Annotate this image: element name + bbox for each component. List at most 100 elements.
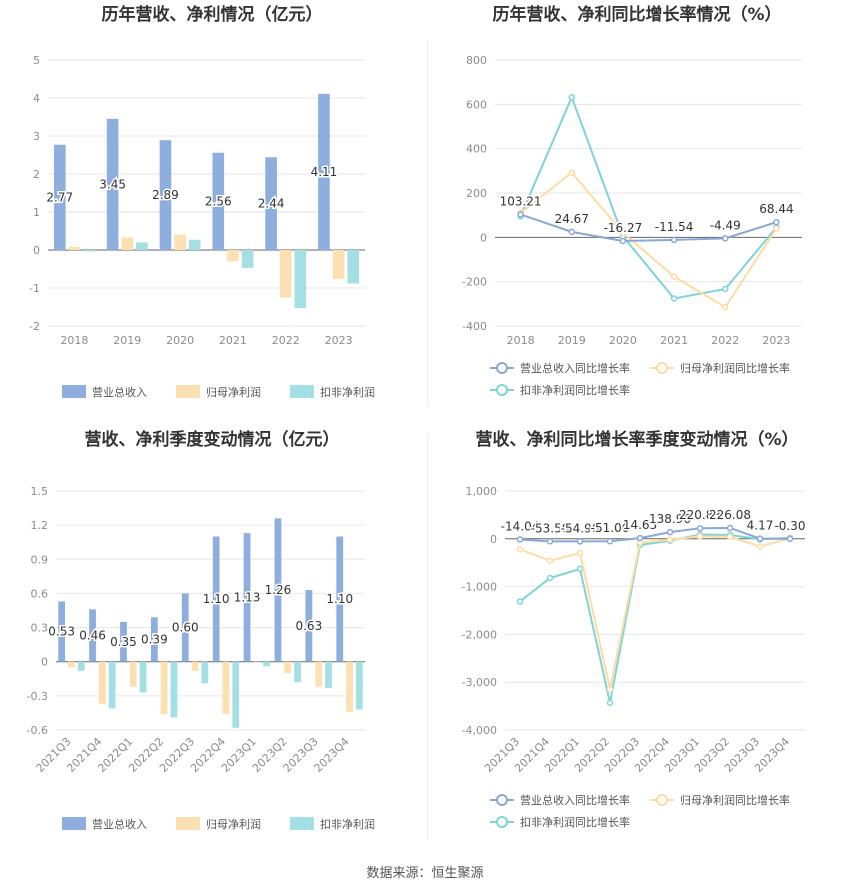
series-line-parent-profit <box>519 535 791 690</box>
bar-revenue <box>243 533 251 662</box>
series-point <box>722 285 729 293</box>
chart-title: 营收、净利季度变动情况（亿元） <box>85 429 340 450</box>
chart-title: 历年营收、净利情况（亿元） <box>102 4 323 25</box>
legend-label: 营业总收入 <box>92 817 147 831</box>
series-point <box>722 303 729 311</box>
legend-marker <box>496 384 508 396</box>
legend-label: 归母净利润同比增长率 <box>680 361 790 375</box>
bar-value-label: 1.10 <box>203 592 230 606</box>
point-value-label: -11.54 <box>655 220 694 234</box>
series-point <box>670 273 678 280</box>
y-tick-label: 5 <box>33 54 40 67</box>
y-tick-label: -2 <box>29 320 40 333</box>
x-tick-label: 2023 <box>325 334 353 347</box>
legend-label: 营业总收入 <box>92 385 147 399</box>
y-tick-label: -0.6 <box>27 724 48 737</box>
bar-parent-profit <box>174 234 186 250</box>
legend-label: 营业总收入同比增长率 <box>520 793 630 807</box>
annual-revenue-profit-chart: 历年营收、净利情况（亿元） -2 -1 0 1 2 3 4 5 2.77 3.45 2.89 2.56 2… <box>29 4 375 399</box>
point-value-label: 220.83 <box>679 508 721 522</box>
bar-revenue <box>159 140 172 250</box>
series-line-deducted-profit <box>519 94 778 300</box>
bar-deducted-profit <box>232 661 240 728</box>
bar-parent-profit <box>346 661 353 712</box>
series-point <box>516 536 524 543</box>
point-value-label: -4.49 <box>710 218 741 232</box>
series-point <box>696 524 704 532</box>
series-point <box>670 295 678 302</box>
point-value-label: -53.50 <box>531 521 570 535</box>
bar-parent-profit <box>98 661 106 704</box>
bar-deducted-profit <box>241 250 254 268</box>
bar-revenue <box>53 144 66 250</box>
bar-parent-profit <box>332 250 345 279</box>
bar-revenue <box>305 590 313 662</box>
bar-deducted-profit <box>170 661 178 718</box>
series-point <box>619 229 627 237</box>
bar-value-label: 0.35 <box>110 635 137 649</box>
bar-deducted-profit <box>139 661 147 693</box>
bar-parent-profit <box>253 661 261 663</box>
legend-swatch <box>290 385 314 398</box>
series-point <box>636 534 644 542</box>
quarterly-revenue-profit-chart: 营收、净利季度变动情况（亿元） -0.6 -0.3 0 0.3 0.6 0.9 1.2 1.5 0… <box>27 429 375 831</box>
bar-deducted-profit <box>83 250 95 252</box>
x-tick-label: 2021 <box>660 334 688 347</box>
bar-revenue <box>212 536 220 662</box>
legend-marker <box>496 816 508 828</box>
x-tick-label: 2023Q4 <box>312 735 352 775</box>
legend-marker <box>656 794 668 806</box>
series-point <box>516 546 524 553</box>
series-point <box>773 218 780 226</box>
bar-value-label: 1.10 <box>326 592 353 606</box>
legend-swatch <box>290 817 314 830</box>
y-tick-label: -3,000 <box>462 676 497 689</box>
vertical-divider-top <box>427 40 428 405</box>
bar-value-label: 0.63 <box>295 619 322 633</box>
y-tick-label: 0 <box>33 244 40 257</box>
series-point <box>666 536 674 544</box>
series-point <box>546 557 554 565</box>
series-point <box>726 524 734 532</box>
legend-label: 扣非净利润同比增长率 <box>520 383 630 397</box>
legend-label: 归母净利润同比增长率 <box>680 793 790 807</box>
series-point <box>670 236 678 244</box>
bar-parent-profit <box>68 246 81 250</box>
legend-label: 营业总收入同比增长率 <box>520 361 630 375</box>
y-tick-label: 0.6 <box>31 587 49 600</box>
legend-marker <box>656 362 668 374</box>
series-point <box>726 533 734 541</box>
bar-parent-profit <box>227 250 239 262</box>
bar-deducted-profit <box>325 661 332 688</box>
bar-parent-profit <box>121 237 134 250</box>
series-point <box>696 533 704 540</box>
x-tick-label: 2019 <box>113 334 141 347</box>
x-tick-label: 2018 <box>507 334 535 347</box>
bar-revenue <box>181 593 189 662</box>
series-point <box>517 211 524 218</box>
legend-marker <box>496 362 508 374</box>
vertical-divider-bottom <box>427 435 428 840</box>
x-tick-label: 2023 <box>762 334 790 347</box>
x-tick-label: 2019 <box>558 334 586 347</box>
series-line-parent-profit <box>519 171 778 309</box>
point-value-label: -54.96 <box>561 521 600 535</box>
legend-label: 扣非净利润同比增长率 <box>520 815 630 829</box>
series-point <box>546 574 554 582</box>
y-tick-label: 0.9 <box>31 553 49 566</box>
legend-label: 扣非净利润 <box>320 385 375 399</box>
point-value-label: 68.44 <box>759 202 793 216</box>
data-source-note: 数据来源：恒生聚源 <box>366 866 484 881</box>
point-value-label: 226.08 <box>709 508 751 522</box>
point-value-label: 138.96 <box>649 512 691 526</box>
y-tick-label: 400 <box>466 143 487 156</box>
legend-marker <box>496 794 508 806</box>
legend-label: 归母净利润 <box>206 385 261 399</box>
bar-revenue <box>120 621 127 662</box>
series-point <box>576 538 584 545</box>
point-value-label: -14.04 <box>501 519 540 533</box>
series-line-revenue <box>519 526 791 543</box>
chart-title: 营收、净利同比增长率季度变动情况（%） <box>475 429 798 450</box>
y-tick-label: 3 <box>33 130 40 143</box>
series-point <box>756 543 764 550</box>
